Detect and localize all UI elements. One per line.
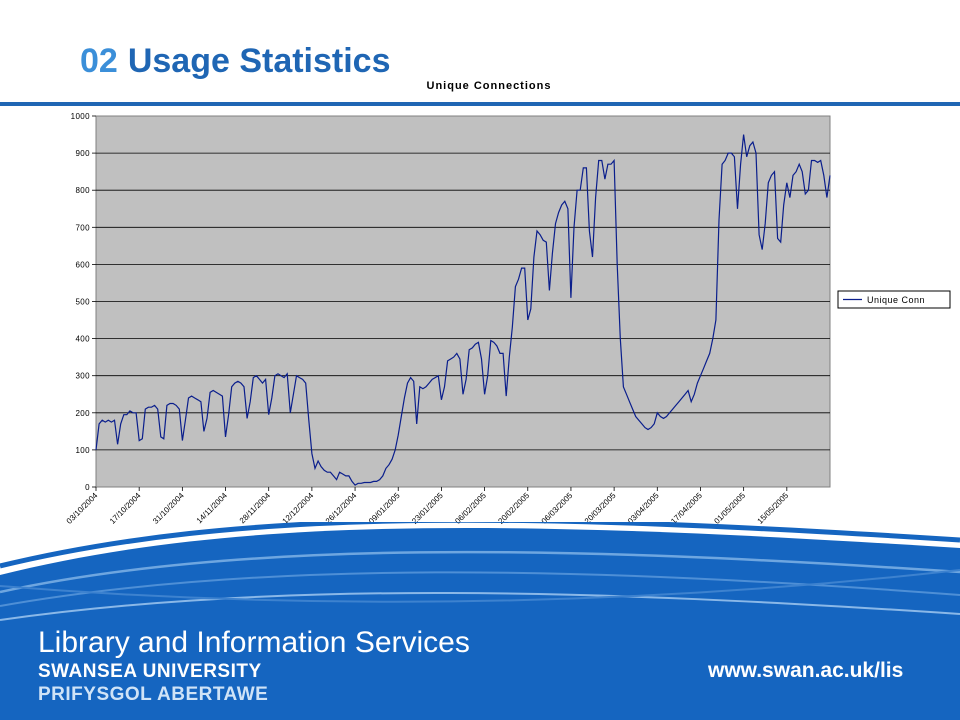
y-tick-label: 0 (85, 483, 90, 492)
x-tick-label: 20/03/2005 (583, 491, 618, 526)
x-tick-label: 15/05/2005 (756, 491, 791, 526)
slide-title: 02 Usage Statistics (80, 42, 391, 81)
x-tick-label: 12/12/2004 (281, 491, 316, 526)
y-tick-label: 500 (75, 298, 90, 307)
footer-wave (0, 550, 960, 594)
x-tick-label: 03/04/2005 (626, 491, 661, 526)
x-tick-label: 17/04/2005 (669, 491, 704, 526)
y-tick-label: 300 (75, 372, 90, 381)
legend-label: Unique Conn (867, 295, 925, 305)
x-tick-label: 17/10/2004 (108, 491, 143, 526)
usage-chart: Unique Connections 0 100 200 300 400 500 600 70… (65, 80, 951, 526)
slide-number: 02 (80, 42, 118, 80)
slide-title-text: Usage Statistics (127, 42, 391, 80)
x-tick-label: 01/05/2005 (712, 491, 747, 526)
footer-wave (0, 592, 960, 621)
y-tick-label: 200 (75, 409, 90, 418)
x-tick-label: 31/10/2004 (151, 491, 186, 526)
gridlines (96, 152, 830, 451)
y-tick-label: 700 (75, 223, 90, 232)
university-name-cy: PRIFYSGOL ABERTAWE (38, 684, 269, 705)
x-tick-label: 28/11/2004 (238, 491, 273, 526)
footer-wave (0, 522, 960, 569)
y-axis: 0 100 200 300 400 500 600 700 800 900 1000 (71, 112, 96, 492)
footer-background (0, 527, 960, 720)
department-name: Library and Information Services (38, 626, 470, 659)
y-tick-label: 600 (75, 260, 90, 269)
x-tick-label: 09/01/2005 (367, 491, 402, 526)
y-tick-label: 1000 (71, 112, 91, 121)
legend-box (837, 290, 951, 309)
university-name-en: SWANSEA UNIVERSITY (38, 661, 262, 682)
series-line-unique-conn (95, 134, 831, 486)
x-tick-label: 26/12/2004 (324, 491, 359, 526)
y-tick-label: 900 (75, 149, 90, 158)
x-tick-label: 23/01/2005 (410, 491, 445, 526)
chart-title: Unique Connections (427, 80, 552, 92)
y-tick-label: 400 (75, 335, 90, 344)
footer-wave (0, 571, 960, 607)
footer-banner (0, 522, 960, 720)
x-tick-label: 14/11/2004 (195, 491, 230, 526)
y-tick-label: 800 (75, 186, 90, 195)
x-axis: 03/10/2004 17/10/2004 31/10/2004 14/11/2004… (65, 487, 791, 526)
title-divider (0, 102, 960, 106)
website-link[interactable]: www.swan.ac.uk/lis (708, 659, 904, 682)
x-tick-label: 20/02/2005 (496, 491, 531, 526)
legend: Unique Conn (837, 290, 951, 309)
footer-wave (0, 569, 960, 603)
x-tick-label: 06/03/2005 (540, 491, 575, 526)
y-tick-label: 100 (75, 446, 90, 455)
x-tick-label: 06/02/2005 (453, 491, 488, 526)
x-tick-label: 03/10/2004 (65, 491, 100, 526)
